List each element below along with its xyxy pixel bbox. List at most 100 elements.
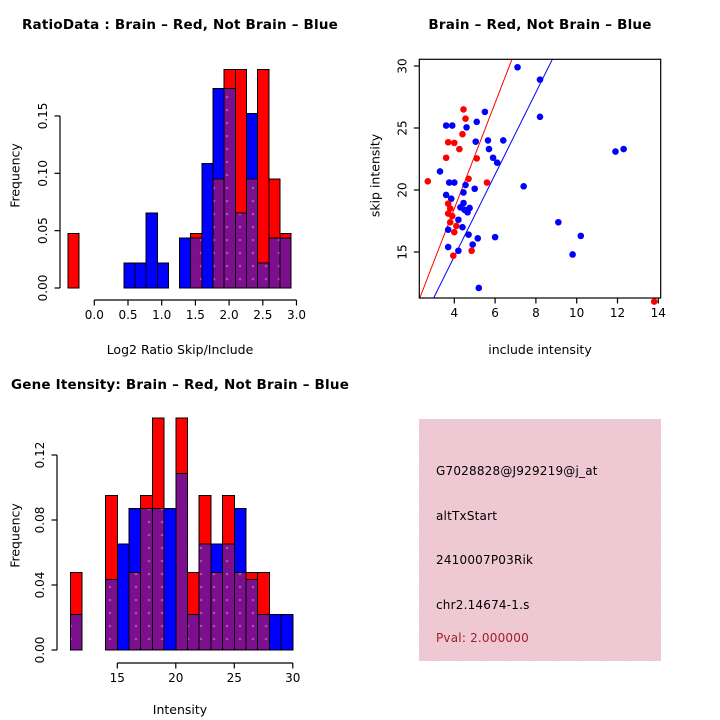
- scatter-point-blue: [536, 113, 544, 121]
- y-tick-label: 0.05: [36, 217, 50, 244]
- hist-bar-blue: [201, 162, 214, 289]
- hist-bar-overlap: [210, 572, 224, 651]
- hist-bar-overlap: [105, 578, 118, 651]
- hist-bar-overlap: [212, 178, 225, 289]
- scatter-point-blue: [520, 182, 527, 190]
- ratio-histogram-ylabel: Frequency: [7, 143, 23, 208]
- x-tick-label: 8: [532, 306, 540, 320]
- scatter-point-blue: [448, 122, 456, 129]
- x-tick-label: 30: [285, 671, 300, 685]
- scatter-point-blue: [620, 145, 627, 153]
- info-panel: G7028828@J929219@j_at altTxStart 2410007…: [360, 360, 720, 720]
- scatter-point-blue: [436, 168, 444, 175]
- scatter-point-red: [449, 252, 457, 260]
- x-tick-label: 20: [168, 671, 183, 685]
- scatter-point-blue: [485, 145, 493, 153]
- scatter-title: Brain – Red, Not Brain – Blue: [428, 17, 652, 33]
- y-tick-label: 0.08: [33, 507, 47, 534]
- scatter-point-blue: [451, 179, 458, 186]
- hist-bar-overlap: [187, 614, 200, 651]
- hist-bar-overlap: [234, 212, 247, 289]
- y-tick-label: 0.00: [33, 637, 47, 664]
- scatter-point-blue: [473, 118, 481, 126]
- y-tick-label: 15: [395, 244, 409, 259]
- scatter-point-red: [483, 179, 491, 186]
- gene-symbol-text: 2410007P03Rik: [436, 553, 534, 567]
- probe-info-box: G7028828@J929219@j_at altTxStart 2410007…: [419, 419, 661, 661]
- scatter-point-blue: [555, 218, 562, 226]
- hist-bar-overlap: [140, 508, 153, 651]
- x-tick-label: 12: [610, 306, 625, 320]
- scatter-point-blue: [445, 179, 453, 186]
- scatter-point-blue: [577, 232, 585, 240]
- ratio-histogram-canvas: 0.0 0.5 1.0 1.5 2.0 2.5 3.0 0.00 0.05 0.10 0.15: [36, 68, 306, 322]
- hist-bar-overlap: [128, 572, 142, 651]
- scatter-point-blue: [475, 284, 483, 292]
- scatter-point-blue: [469, 241, 476, 248]
- hist-bar-blue: [134, 262, 147, 289]
- scatter-point-blue: [447, 195, 455, 202]
- x-tick-label: 2.5: [253, 308, 272, 322]
- y-tick-label: 0.15: [36, 103, 50, 130]
- scatter-point-blue: [465, 231, 472, 238]
- scatter-point-red: [451, 139, 458, 147]
- scatter-point-blue: [481, 108, 489, 116]
- scatter-point-red: [448, 212, 456, 220]
- scatter-point-red: [459, 130, 466, 138]
- hist-bar-overlap: [268, 237, 281, 289]
- x-tick-label: 0.5: [118, 308, 137, 322]
- scatter-point-blue: [455, 216, 462, 224]
- scatter-ylabel: skip intensity: [367, 133, 383, 218]
- hist-bar-overlap: [245, 578, 259, 651]
- scatter-point-blue: [460, 189, 467, 196]
- scatter-point-red: [473, 155, 481, 162]
- y-tick-label: 20: [395, 182, 409, 197]
- event-type-text: altTxStart: [436, 509, 498, 523]
- scatter-point-red: [451, 228, 458, 236]
- hist-bar-red: [67, 232, 80, 289]
- y-tick-label: 30: [395, 58, 409, 73]
- scatter-point-blue: [464, 209, 471, 216]
- hist-bar-blue: [156, 262, 169, 289]
- scatter-point-red: [650, 298, 658, 305]
- y-tick-label: 25: [395, 120, 409, 135]
- scatter-point-red: [446, 218, 454, 226]
- pval-text: Pval: 2.000000: [436, 631, 529, 645]
- scatter-point-blue: [459, 223, 466, 231]
- hist-bar-overlap: [151, 508, 165, 651]
- scatter-point-blue: [455, 247, 462, 255]
- hist-bar-overlap: [175, 472, 189, 651]
- hist-bar-overlap: [70, 614, 83, 651]
- x-tick-label: 0.0: [85, 308, 104, 322]
- hist-bar-overlap: [257, 262, 270, 289]
- hist-bar-blue: [268, 614, 282, 651]
- scatter-point-blue: [612, 148, 619, 155]
- scatter-point-blue: [514, 63, 521, 71]
- scatter-xlabel: include intensity: [488, 342, 592, 357]
- scatter-point-red: [456, 145, 463, 153]
- y-tick-label: 0.12: [33, 442, 47, 469]
- fit-line-blue: [433, 59, 553, 298]
- x-tick-label: 10: [569, 306, 584, 320]
- x-tick-label: 4: [450, 306, 458, 320]
- x-tick-label: 1.0: [152, 308, 171, 322]
- scatter-point-blue: [493, 159, 501, 167]
- scatter-point-red: [453, 222, 460, 230]
- x-tick-label: 1.5: [186, 308, 205, 322]
- scatter-point-red: [446, 205, 454, 212]
- hist-bar-overlap: [190, 237, 203, 289]
- scatter-point-red: [468, 247, 475, 255]
- gene-histogram-xlabel: Intensity: [152, 702, 208, 717]
- hist-bar-blue: [179, 237, 192, 289]
- hist-bar-red: [257, 68, 270, 289]
- scatter-point-blue: [444, 226, 452, 233]
- scatter-point-red: [444, 138, 452, 146]
- y-tick-label: 0.04: [33, 572, 47, 599]
- hist-bar-overlap: [279, 237, 292, 289]
- scatter-point-red: [460, 106, 467, 113]
- scatter-point-red: [442, 154, 450, 162]
- fit-lines-group: [419, 59, 553, 298]
- scatter-point-red: [465, 175, 472, 183]
- hist-bar-overlap: [257, 614, 270, 651]
- scatter-point-blue: [536, 76, 544, 83]
